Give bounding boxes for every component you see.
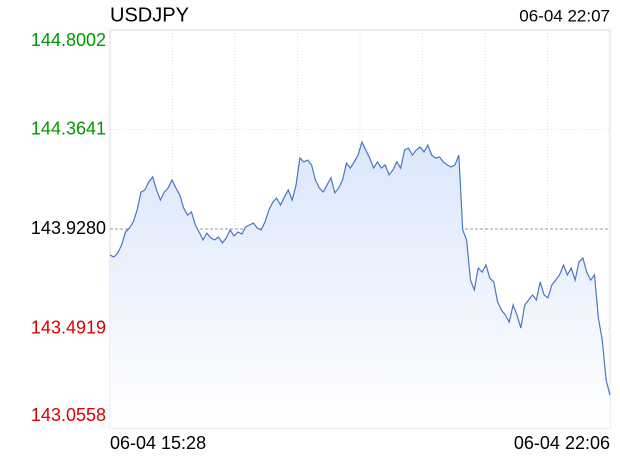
y-tick-label: 143.0558 [31, 405, 106, 425]
y-tick-label: 144.3641 [31, 118, 106, 138]
x-tick-label: 06-04 15:28 [110, 433, 206, 453]
x-tick-label: 06-04 22:06 [514, 433, 610, 453]
chart-title: USDJPY [110, 4, 189, 26]
y-tick-label: 143.4919 [31, 317, 106, 337]
y-tick-label: 144.8002 [31, 30, 106, 50]
timestamp: 06-04 22:07 [519, 6, 610, 25]
area [110, 142, 610, 428]
price-line [109, 140, 611, 396]
y-tick-label: 143.9280 [31, 218, 106, 238]
